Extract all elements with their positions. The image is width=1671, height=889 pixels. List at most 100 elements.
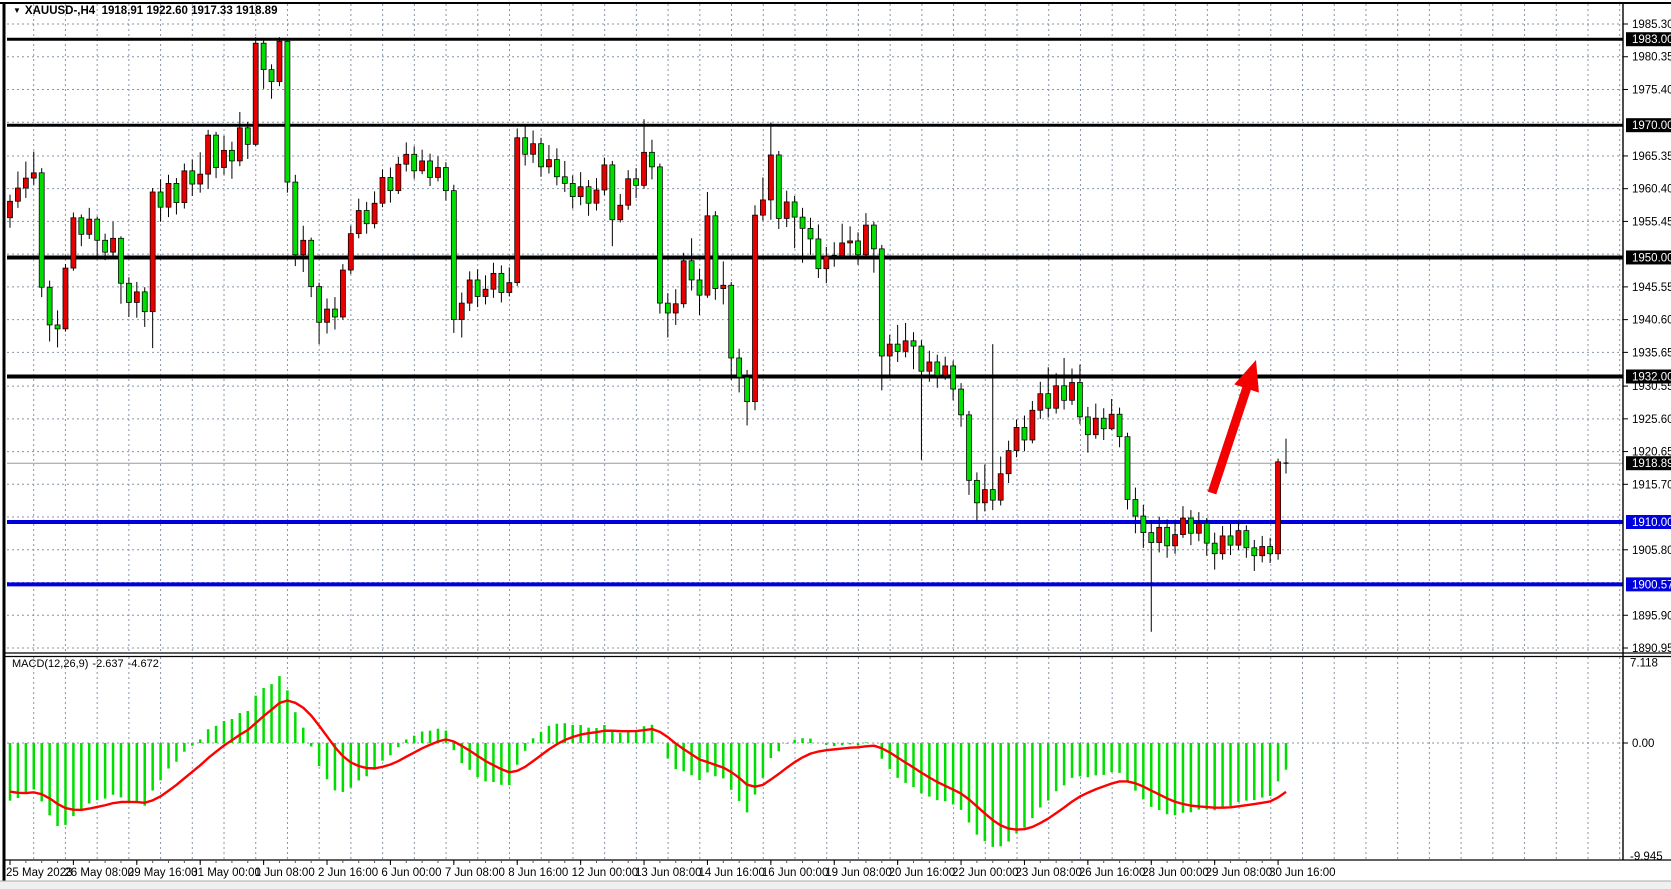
candle (617, 204, 624, 221)
time-axis-label: 16 Jun 00:00 (762, 867, 829, 879)
candle (530, 143, 536, 155)
candle (506, 282, 513, 293)
candle (316, 286, 322, 323)
time-axis-label: 14 Jun 16:00 (698, 867, 765, 879)
price-line-label: 1970.00 (1632, 120, 1671, 132)
candle (70, 217, 77, 269)
trend-arrow-shaft[interactable] (1207, 383, 1253, 495)
time-axis-label: 12 Jun 00:00 (572, 867, 639, 879)
candle (1203, 522, 1210, 544)
candle (458, 302, 465, 321)
candle-doji (831, 254, 837, 257)
candle (815, 238, 822, 270)
candle (498, 272, 505, 293)
candle (102, 239, 108, 253)
candle (419, 160, 425, 172)
candle (466, 279, 473, 304)
price-line-label-box (1626, 369, 1671, 384)
candle (7, 200, 13, 219)
time-axis-label: 13 Jun 08:00 (635, 867, 702, 879)
candle (371, 202, 378, 225)
candle (236, 127, 243, 162)
candle (1235, 530, 1242, 546)
candle (1013, 427, 1020, 451)
candle (1267, 546, 1274, 555)
candle (355, 210, 362, 235)
candle (38, 172, 45, 288)
price-line-label-box (1626, 32, 1671, 47)
price-axis-label: 1930.55 (1632, 381, 1671, 393)
candle (1243, 530, 1250, 549)
time-axis-label: 19 Jun 08:00 (825, 867, 892, 879)
price-axis-label: 1890.95 (1632, 643, 1671, 655)
candle (1124, 436, 1131, 500)
candle (1021, 427, 1028, 441)
chart-dropdown-icon[interactable]: ▼ (13, 6, 21, 15)
candle (260, 42, 267, 71)
candle (641, 151, 647, 186)
macd-axis-top-label: 7.118 (1630, 658, 1658, 670)
candle (1251, 547, 1258, 557)
candle (918, 345, 925, 372)
candle (173, 183, 180, 203)
candle (221, 149, 227, 168)
candle (863, 224, 869, 256)
candle (553, 159, 560, 178)
price-line-label-box (1626, 577, 1671, 592)
candle (657, 166, 663, 304)
candle (1156, 526, 1163, 543)
candle (332, 308, 338, 318)
ohlc-quote-label: 1918.91 1922.60 1917.33 1918.89 (101, 5, 278, 17)
price-line-label-box (1626, 456, 1671, 471)
time-axis-label: 23 Jun 08:00 (1015, 867, 1082, 879)
time-axis-label: 2 Jun 16:00 (318, 867, 378, 879)
price-axis[interactable]: 1985.30 1980.35 1975.40 1965.35 1960.40 1955.… (1623, 19, 1671, 863)
candle (894, 343, 901, 352)
candle (688, 260, 695, 281)
candle (974, 479, 980, 504)
price-line-label-box (1626, 515, 1671, 530)
candle (300, 239, 307, 256)
candle (62, 267, 69, 330)
candle (585, 186, 592, 204)
trend-arrow[interactable] (1207, 360, 1259, 495)
macd-signal-value: -4.672 (127, 658, 159, 670)
candle-doji (1283, 462, 1289, 464)
candle (847, 240, 853, 244)
candle (395, 163, 402, 192)
candle (775, 154, 782, 219)
candle (1164, 526, 1170, 547)
trend-arrow-head[interactable] (1234, 360, 1259, 393)
candle (1259, 546, 1266, 557)
candle (229, 149, 235, 162)
price-axis-label: 1940.60 (1632, 315, 1671, 327)
time-axis-label: 8 Jun 16:00 (508, 867, 568, 879)
candle (1227, 535, 1234, 546)
candle (1092, 417, 1099, 436)
price-axis-label: 1920.65 (1632, 447, 1671, 459)
price-axis-label: 1985.30 (1632, 19, 1671, 31)
candle (149, 191, 156, 313)
price-axis-label: 1895.90 (1632, 610, 1671, 622)
candle (1084, 416, 1091, 436)
candle (942, 365, 949, 376)
candle (110, 237, 116, 253)
candle (569, 183, 576, 197)
candle (878, 248, 885, 357)
candle (411, 153, 418, 172)
price-axis-label: 1975.40 (1632, 84, 1671, 96)
chart-symbol-header: ▼ XAUUSD-,H4 1918.91 1922.60 1917.33 1918… (13, 5, 277, 17)
candle (46, 286, 53, 326)
candle (649, 151, 655, 168)
time-axis-label: 7 Jun 08:00 (445, 867, 505, 879)
candle (886, 343, 893, 357)
macd-signal-line (9, 699, 1287, 831)
candle (165, 183, 172, 208)
candle (308, 239, 315, 287)
candle (712, 215, 719, 289)
candle (339, 269, 346, 318)
candle (902, 340, 909, 352)
